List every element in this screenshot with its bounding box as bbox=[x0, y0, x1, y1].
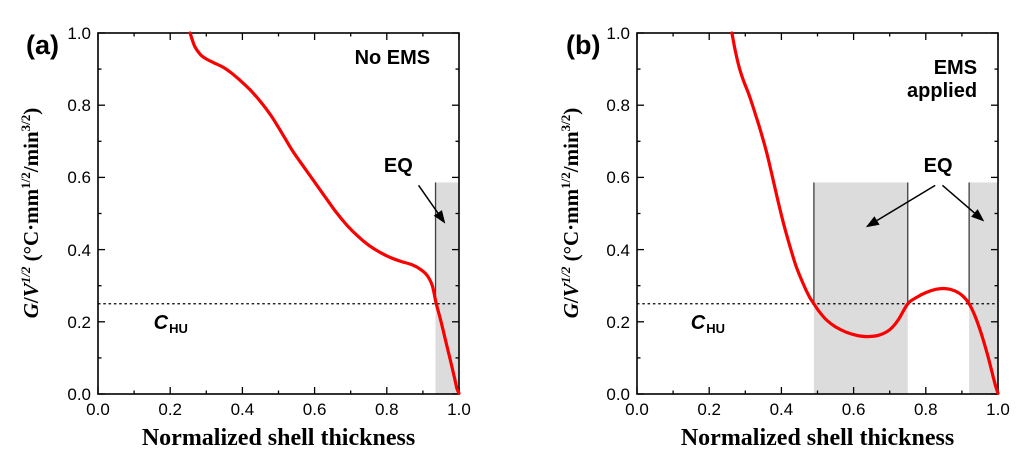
y-axis-title-segment: 1/2 bbox=[558, 266, 573, 284]
x-tick-label: 0.8 bbox=[913, 400, 938, 419]
panel-a-x-axis-title: Normalized shell thickness bbox=[141, 425, 416, 451]
x-tick-label: 0.2 bbox=[697, 400, 721, 419]
y-tick-label: 0.4 bbox=[67, 240, 91, 260]
y-axis-title-segment: 1/2 bbox=[18, 172, 33, 189]
panel-a-curve bbox=[188, 31, 461, 395]
panel-a-y-axis-title: G/V1/2 (°C·mm1/2/min3/2) bbox=[18, 43, 44, 383]
y-axis-title-segment: ) bbox=[19, 107, 43, 115]
y-axis-title-segment: V bbox=[559, 283, 583, 298]
y-tick-label: 1.0 bbox=[606, 24, 630, 43]
panel-b-eq-label: EQ bbox=[923, 154, 953, 177]
x-tick-label: 0.6 bbox=[302, 400, 327, 419]
panel-b-x-axis-title: Normalized shell thickness bbox=[680, 425, 955, 451]
y-tick-label: 0.4 bbox=[606, 240, 630, 260]
y-tick-label: 0.2 bbox=[606, 312, 630, 332]
y-axis-title-segment: G bbox=[559, 303, 583, 319]
panel-b-eq-arrow bbox=[941, 184, 975, 214]
panel-a-eq-arrowhead bbox=[433, 210, 446, 224]
y-axis-title-segment: 1/2 bbox=[18, 266, 33, 284]
panel-a-eq-label: EQ bbox=[383, 154, 413, 177]
x-tick-label: 0.0 bbox=[86, 400, 110, 419]
y-axis-title-segment: ) bbox=[559, 107, 583, 115]
panel-b-eq-region bbox=[813, 182, 908, 394]
y-tick-label: 0.0 bbox=[67, 385, 91, 404]
y-axis-title-segment: /min bbox=[559, 131, 583, 173]
x-tick-label: 0.4 bbox=[230, 400, 255, 419]
chu-subscript: HU bbox=[169, 321, 188, 337]
x-tick-label: 0.2 bbox=[158, 400, 182, 419]
panel-a-chu-label: CHU bbox=[154, 312, 188, 336]
panel-b-letter: (b) bbox=[566, 30, 601, 60]
y-axis-title-segment: / bbox=[19, 297, 43, 304]
y-tick-label: 0.8 bbox=[67, 96, 91, 116]
y-axis-title-segment: V bbox=[19, 283, 43, 298]
panel-a-plot-frame bbox=[97, 32, 460, 395]
y-axis-title-segment: (°C·mm bbox=[559, 188, 583, 267]
x-tick-label: 1.0 bbox=[447, 400, 471, 419]
y-axis-title-segment: 3/2 bbox=[558, 114, 573, 132]
y-axis-title-segment: (°C·mm bbox=[19, 188, 43, 267]
y-tick-label: 0.8 bbox=[606, 96, 630, 116]
y-axis-title-segment: 3/2 bbox=[18, 114, 33, 132]
x-tick-label: 1.0 bbox=[986, 400, 1010, 419]
y-tick-label: 1.0 bbox=[67, 24, 91, 43]
panel-b-chu-label: CHU bbox=[691, 312, 725, 336]
chu-symbol: C bbox=[153, 312, 169, 335]
y-tick-label: 0.6 bbox=[606, 168, 630, 188]
chu-symbol: C bbox=[690, 312, 706, 335]
panel-b-y-axis-title: G/V1/2 (°C·mm1/2/min3/2) bbox=[558, 43, 584, 383]
chu-subscript: HU bbox=[706, 321, 726, 337]
y-tick-label: 0.2 bbox=[67, 312, 91, 332]
panel-b-curve bbox=[730, 31, 1000, 395]
panel-a-letter: (a) bbox=[26, 30, 59, 60]
panel-a-eq-arrow bbox=[417, 184, 439, 214]
y-axis-title-segment: G bbox=[19, 303, 43, 319]
y-tick-label: 0.0 bbox=[606, 385, 630, 404]
y-axis-title-segment: 1/2 bbox=[558, 172, 573, 189]
panel-b-condition-label: EMS applied bbox=[907, 56, 978, 102]
x-tick-label: 0.6 bbox=[841, 400, 866, 419]
x-tick-label: 0.8 bbox=[374, 400, 399, 419]
panel-b-eq-arrow bbox=[876, 184, 936, 222]
x-tick-label: 0.0 bbox=[625, 400, 649, 419]
panel-a-eq-region bbox=[435, 182, 459, 394]
panel-a-condition-label: No EMS bbox=[354, 46, 431, 69]
panel-b-eq-arrowhead bbox=[971, 209, 985, 222]
y-axis-title-segment: /min bbox=[19, 131, 43, 173]
y-axis-title-segment: / bbox=[559, 297, 583, 304]
x-tick-label: 0.4 bbox=[769, 400, 794, 419]
y-tick-label: 0.6 bbox=[67, 168, 91, 188]
panel-b-eq-arrowhead bbox=[865, 216, 880, 228]
